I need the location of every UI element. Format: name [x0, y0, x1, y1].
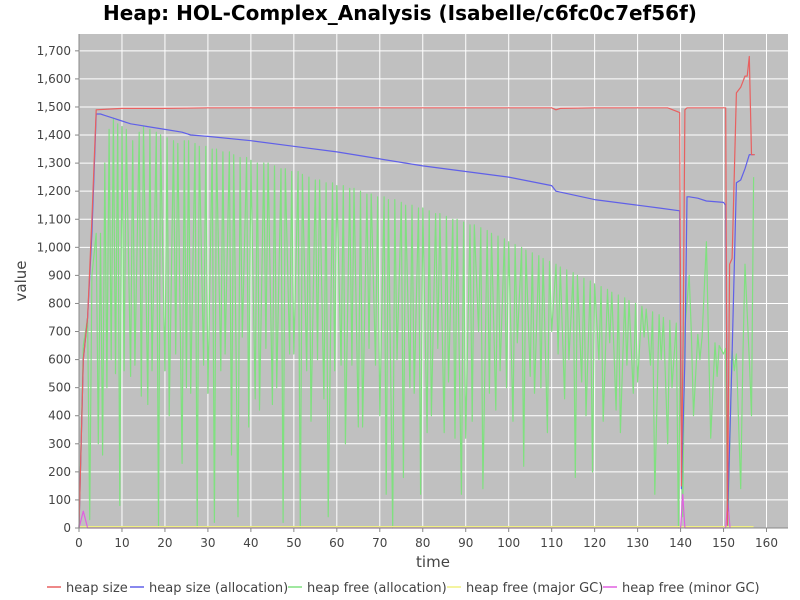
y-tick-label: 1,000 [37, 240, 71, 254]
x-tick-label: 150 [712, 536, 735, 550]
legend-label-heap-free-allocation: heap free (allocation) [307, 581, 447, 596]
x-tick-label: 130 [626, 536, 649, 550]
legend-label-heap-size: heap size [66, 581, 128, 596]
x-tick-label: 110 [540, 536, 563, 550]
y-tick-label: 0 [63, 521, 71, 535]
x-tick-label: 90 [458, 536, 473, 550]
x-tick-label: 120 [583, 536, 606, 550]
y-tick-label: 100 [48, 493, 71, 507]
y-tick-label: 800 [48, 296, 71, 310]
x-tick-label: 80 [415, 536, 430, 550]
x-tick-label: 60 [329, 536, 344, 550]
x-tick-label: 100 [497, 536, 520, 550]
y-tick-label: 1,500 [37, 100, 71, 114]
x-tick-label: 50 [286, 536, 301, 550]
y-tick-label: 500 [48, 381, 71, 395]
y-tick-label: 400 [48, 409, 71, 423]
y-tick-label: 1,100 [37, 212, 71, 226]
y-tick-label: 1,400 [37, 128, 71, 142]
x-tick-label: 0 [75, 536, 83, 550]
y-tick-label: 200 [48, 465, 71, 479]
series-line-heap-size [78, 55, 755, 529]
x-tick-label: 140 [669, 536, 692, 550]
legend-label-heap-size-allocation: heap size (allocation) [149, 581, 288, 596]
legend-label-heap-free-minor-gc: heap free (minor GC) [622, 581, 760, 596]
y-axis-label: value [12, 261, 30, 302]
y-tick-label: 700 [48, 325, 71, 339]
y-tick-label: 1,200 [37, 184, 71, 198]
grid-lines [78, 34, 788, 529]
x-tick-label: 30 [200, 536, 215, 550]
series-layer [78, 55, 755, 529]
x-tick-label: 40 [243, 536, 258, 550]
x-tick-label: 10 [114, 536, 129, 550]
series-line-heap-size-allocation [78, 113, 754, 529]
legend: heap size heap size (allocation) heap free… [47, 581, 760, 596]
legend-label-heap-free-major-gc: heap free (major GC) [466, 581, 603, 596]
y-tick-label: 1,700 [37, 44, 71, 58]
x-axis-label: time [416, 553, 450, 571]
axes: 0 10 20 30 40 50 60 70 80 90 100 110 120 130 140 150 160… [37, 34, 788, 550]
y-tick-label: 300 [48, 437, 71, 451]
x-tick-label: 20 [157, 536, 172, 550]
y-tick-label: 900 [48, 268, 71, 282]
x-tick-label: 70 [372, 536, 387, 550]
y-tick-label: 600 [48, 353, 71, 367]
series-line-heap-free-allocation [78, 117, 755, 529]
y-tick-label: 1,300 [37, 156, 71, 170]
x-tick-label: 160 [755, 536, 778, 550]
chart-title: Heap: HOL-Complex_Analysis (Isabelle/c6f… [103, 1, 697, 25]
y-tick-label: 1,600 [37, 72, 71, 86]
